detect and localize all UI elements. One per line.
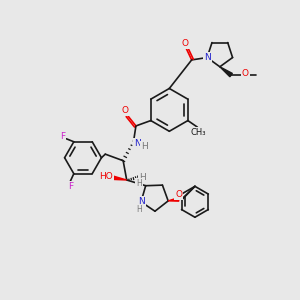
Polygon shape bbox=[168, 198, 179, 201]
Text: O: O bbox=[176, 190, 182, 199]
Text: N: N bbox=[134, 139, 140, 148]
Text: H: H bbox=[139, 173, 146, 182]
Text: O: O bbox=[182, 39, 189, 48]
Text: F: F bbox=[60, 132, 65, 141]
Text: H: H bbox=[136, 205, 142, 214]
Polygon shape bbox=[112, 176, 127, 180]
Text: CH₃: CH₃ bbox=[191, 128, 206, 137]
Text: O: O bbox=[122, 106, 129, 115]
Text: O: O bbox=[242, 69, 249, 78]
Text: N: N bbox=[204, 53, 211, 62]
Polygon shape bbox=[220, 67, 233, 77]
Text: F: F bbox=[68, 182, 73, 191]
Text: H: H bbox=[142, 142, 148, 151]
Text: H: H bbox=[136, 179, 142, 188]
Text: N: N bbox=[138, 197, 144, 206]
Text: HO: HO bbox=[99, 172, 113, 181]
